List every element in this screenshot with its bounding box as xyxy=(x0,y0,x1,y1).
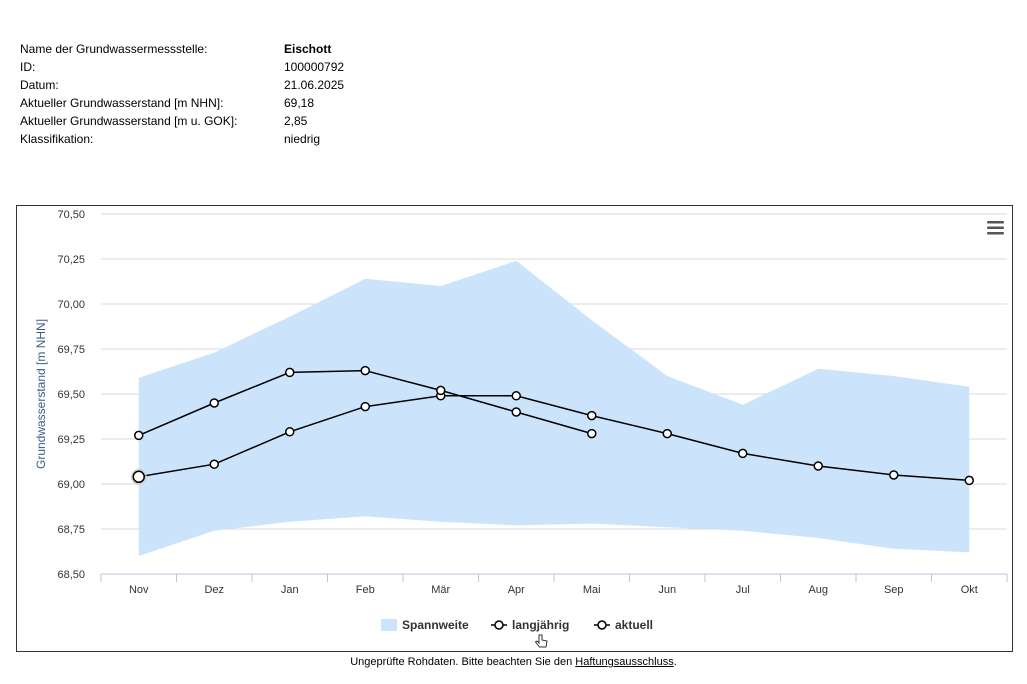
info-label: ID: xyxy=(20,60,36,74)
legend-item-1[interactable]: aktuell xyxy=(594,618,653,632)
x-tick-label: Nov xyxy=(129,584,149,596)
info-label: Name der Grundwassermessstelle: xyxy=(20,42,208,56)
info-row: Klassifikation: niedrig xyxy=(20,130,344,148)
info-label: Datum: xyxy=(20,78,59,92)
info-row: Aktueller Grundwasserstand [m u. GOK]: 2,… xyxy=(20,112,344,130)
legend: Spannweite langjährig aktuell xyxy=(381,618,653,632)
data-point[interactable] xyxy=(662,428,672,439)
disclaimer-link[interactable]: Haftungsausschluss xyxy=(575,656,674,668)
y-tick-label: 68,75 xyxy=(57,524,85,536)
info-row: ID: 100000792 xyxy=(20,58,344,76)
station-info: Name der Grundwassermessstelle: Eischott I… xyxy=(20,40,344,148)
data-point[interactable] xyxy=(889,470,899,480)
legend-item-0[interactable]: langjährig xyxy=(491,618,569,632)
legend-item-range[interactable]: Spannweite xyxy=(381,618,469,632)
info-row: Datum: 21.06.2025 xyxy=(20,76,344,94)
footer-end: . xyxy=(673,656,677,668)
x-tick-label: Jan xyxy=(281,584,299,596)
data-point[interactable] xyxy=(132,470,145,484)
x-tick-label: Dez xyxy=(204,584,224,596)
info-value: Eischott xyxy=(284,42,332,56)
info-value: 69,18 xyxy=(284,96,315,110)
footer-text: Ungeprüfte Rohdaten. Bitte beachten Sie … xyxy=(350,656,573,668)
data-point[interactable] xyxy=(360,365,370,376)
legend-label: Spannweite xyxy=(402,618,469,632)
legend-label: langjährig xyxy=(512,618,569,632)
y-tick-label: 70,00 xyxy=(57,299,85,311)
legend-label: aktuell xyxy=(615,618,653,632)
info-label: Klassifikation: xyxy=(20,132,94,146)
data-point[interactable] xyxy=(587,410,597,421)
y-tick-label: 69,00 xyxy=(57,479,85,491)
data-point[interactable] xyxy=(209,398,219,408)
x-tick-label: Feb xyxy=(356,584,375,596)
data-point[interactable] xyxy=(738,448,748,459)
range-area xyxy=(138,260,970,556)
x-tick-label: Jul xyxy=(736,584,750,596)
legend-marker xyxy=(494,620,504,630)
legend-marker xyxy=(597,620,607,630)
y-axis-label: Grundwasserstand [m NHN] xyxy=(34,319,48,469)
data-point[interactable] xyxy=(587,428,597,439)
info-value: niedrig xyxy=(284,132,321,146)
pointer-hand-icon xyxy=(534,634,548,648)
legend-swatch xyxy=(381,619,397,631)
y-axis-ticks: 68,50 68,75 69,00 69,25 69,50 69,75 70,00 70,25… xyxy=(57,209,85,581)
x-tick-label: Jun xyxy=(658,584,676,596)
info-row: Aktueller Grundwasserstand [m NHN]: 69,18 xyxy=(20,94,344,112)
data-point[interactable] xyxy=(134,430,144,441)
x-tick-label: Aug xyxy=(808,584,828,596)
x-tick-label: Sep xyxy=(884,584,904,596)
y-tick-label: 68,50 xyxy=(57,569,85,581)
data-point[interactable] xyxy=(360,401,370,412)
y-tick-label: 70,50 xyxy=(57,209,85,221)
y-tick-label: 69,50 xyxy=(57,389,85,401)
data-point[interactable] xyxy=(209,459,219,469)
data-point[interactable] xyxy=(813,461,823,471)
data-point[interactable] xyxy=(285,427,295,437)
y-tick-label: 70,25 xyxy=(57,254,85,266)
info-value: 21.06.2025 xyxy=(284,78,345,92)
info-label: Aktueller Grundwasserstand [m u. GOK]: xyxy=(20,114,238,128)
data-point[interactable] xyxy=(511,391,521,401)
x-tick-label: Okt xyxy=(961,584,978,596)
y-tick-label: 69,25 xyxy=(57,434,85,446)
data-point[interactable] xyxy=(436,385,446,396)
data-point[interactable] xyxy=(285,367,295,378)
x-axis: Nov Dez Jan Feb Mär Apr Mai Jun Jul Aug Sep Okt xyxy=(100,573,1008,596)
x-tick-label: Mär xyxy=(431,584,450,596)
info-value: 2,85 xyxy=(284,114,308,128)
info-value: 100000792 xyxy=(284,60,345,74)
series-points xyxy=(130,365,974,486)
info-label: Aktueller Grundwasserstand [m NHN]: xyxy=(20,96,224,110)
groundwater-chart: 68,50 68,75 69,00 69,25 69,50 69,75 70,00 70,25… xyxy=(34,209,1008,648)
x-tick-label: Mai xyxy=(583,584,601,596)
hamburger-menu-icon[interactable] xyxy=(987,220,1005,236)
x-tick-label: Apr xyxy=(508,584,525,596)
footer-note: Ungeprüfte Rohdaten. Bitte beachten Sie … xyxy=(0,655,1027,669)
data-point[interactable] xyxy=(964,475,974,486)
data-point[interactable] xyxy=(511,407,521,417)
info-row: Name der Grundwassermessstelle: Eischott xyxy=(20,40,344,58)
y-tick-label: 69,75 xyxy=(57,344,85,356)
series-line-0 xyxy=(138,395,970,482)
chart-container: 68,50 68,75 69,00 69,25 69,50 69,75 70,00 70,25… xyxy=(16,205,1013,652)
